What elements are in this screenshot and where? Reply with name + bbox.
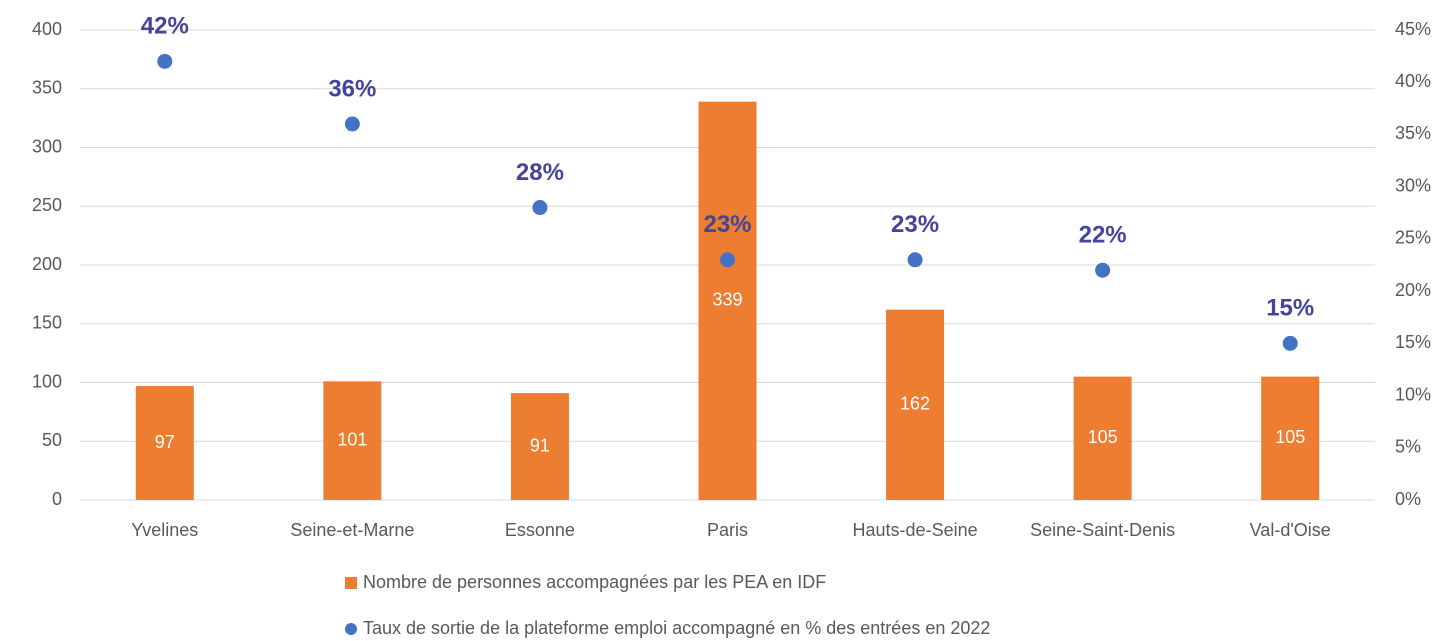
legend-label: Nombre de personnes accompagnées par les… bbox=[363, 572, 826, 592]
y-tick-label: 300 bbox=[32, 136, 62, 156]
y-tick-label: 0 bbox=[52, 489, 62, 509]
x-tick-label: Val-d'Oise bbox=[1250, 520, 1331, 540]
y2-tick-label: 40% bbox=[1395, 71, 1431, 91]
legend-marker bbox=[345, 623, 357, 635]
legend-marker bbox=[345, 577, 357, 589]
y2-tick-label: 0% bbox=[1395, 489, 1421, 509]
point bbox=[720, 252, 735, 268]
y-tick-label: 350 bbox=[32, 78, 62, 98]
point-value-label: 15% bbox=[1266, 295, 1314, 322]
bar bbox=[135, 386, 194, 500]
bar-value-label: 97 bbox=[155, 432, 175, 452]
bar-value-label: 101 bbox=[337, 429, 367, 449]
bar-value-label: 162 bbox=[900, 394, 930, 414]
point-value-label: 23% bbox=[703, 211, 751, 238]
x-tick-label: Hauts-de-Seine bbox=[853, 520, 978, 540]
point-value-label: 36% bbox=[328, 75, 376, 102]
point bbox=[157, 53, 173, 69]
y-tick-label: 200 bbox=[32, 254, 62, 274]
y2-tick-label: 35% bbox=[1395, 123, 1431, 143]
point bbox=[1282, 335, 1298, 351]
point-value-label: 42% bbox=[141, 13, 189, 40]
bar bbox=[323, 381, 382, 500]
x-tick-label: Essonne bbox=[505, 520, 575, 540]
y-tick-label: 400 bbox=[32, 19, 62, 39]
y-tick-label: 250 bbox=[32, 195, 62, 215]
point bbox=[532, 200, 548, 216]
bar bbox=[886, 309, 945, 500]
y2-tick-label: 30% bbox=[1395, 175, 1431, 195]
bar bbox=[1261, 376, 1320, 500]
x-tick-label: Seine-et-Marne bbox=[290, 520, 414, 540]
point-value-label: 28% bbox=[516, 159, 564, 186]
y-tick-label: 50 bbox=[42, 430, 62, 450]
y-tick-label: 150 bbox=[32, 313, 62, 333]
legend-label: Taux de sortie de la plateforme emploi a… bbox=[363, 618, 990, 638]
point-value-label: 22% bbox=[1079, 222, 1127, 249]
y2-tick-label: 45% bbox=[1395, 19, 1431, 39]
bar-value-label: 105 bbox=[1275, 427, 1305, 447]
bar-value-label: 339 bbox=[712, 290, 742, 310]
bar-value-label: 105 bbox=[1088, 427, 1118, 447]
x-tick-label: Yvelines bbox=[131, 520, 198, 540]
point bbox=[344, 116, 360, 132]
bar bbox=[698, 101, 757, 501]
x-tick-label: Seine-Saint-Denis bbox=[1030, 520, 1175, 540]
point bbox=[1095, 262, 1111, 278]
bar bbox=[510, 393, 569, 500]
y2-tick-label: 10% bbox=[1395, 384, 1431, 404]
x-tick-label: Paris bbox=[707, 520, 748, 540]
y2-tick-label: 15% bbox=[1395, 332, 1431, 352]
y2-tick-label: 25% bbox=[1395, 228, 1431, 248]
y2-tick-label: 20% bbox=[1395, 280, 1431, 300]
point bbox=[907, 252, 923, 268]
bar bbox=[1073, 376, 1132, 500]
bar-value-label: 91 bbox=[530, 435, 550, 455]
point-value-label: 23% bbox=[891, 211, 939, 238]
y-tick-label: 100 bbox=[32, 371, 62, 391]
y2-tick-label: 5% bbox=[1395, 437, 1421, 457]
